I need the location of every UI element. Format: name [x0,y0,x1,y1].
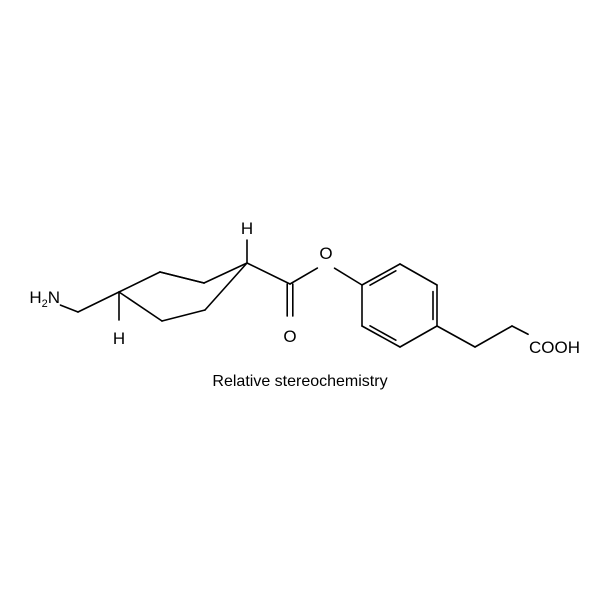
bond-line [437,326,475,347]
atom-label-H_top: H [241,219,253,238]
caption-text: Relative stereochemistry [212,373,387,390]
atom-label-NH2: H2N [29,288,60,310]
bond-line [290,268,317,284]
atom-label-COOH: COOH [529,338,580,357]
bond-line [160,272,204,283]
bond-line [362,326,400,347]
bond-line [400,326,437,347]
molecule-diagram: H2N H H O O COOH Relative stereochemistry [0,0,600,600]
bond-line [335,268,362,285]
bond-line [119,272,160,292]
bond-line [400,264,437,285]
bond-line [78,292,119,312]
bond-line [204,263,247,283]
atom-label-H_bot: H [113,329,125,348]
atom-label-O_ester: O [319,244,332,263]
bond-line [119,292,162,321]
bond-line [247,263,290,284]
bond-line [162,310,205,321]
bond-line [512,326,528,334]
atom-label-O_dbl: O [283,327,296,346]
bond-line [362,264,400,285]
bond-line [60,305,78,312]
bond-line [475,326,512,347]
bond-line [205,263,247,310]
